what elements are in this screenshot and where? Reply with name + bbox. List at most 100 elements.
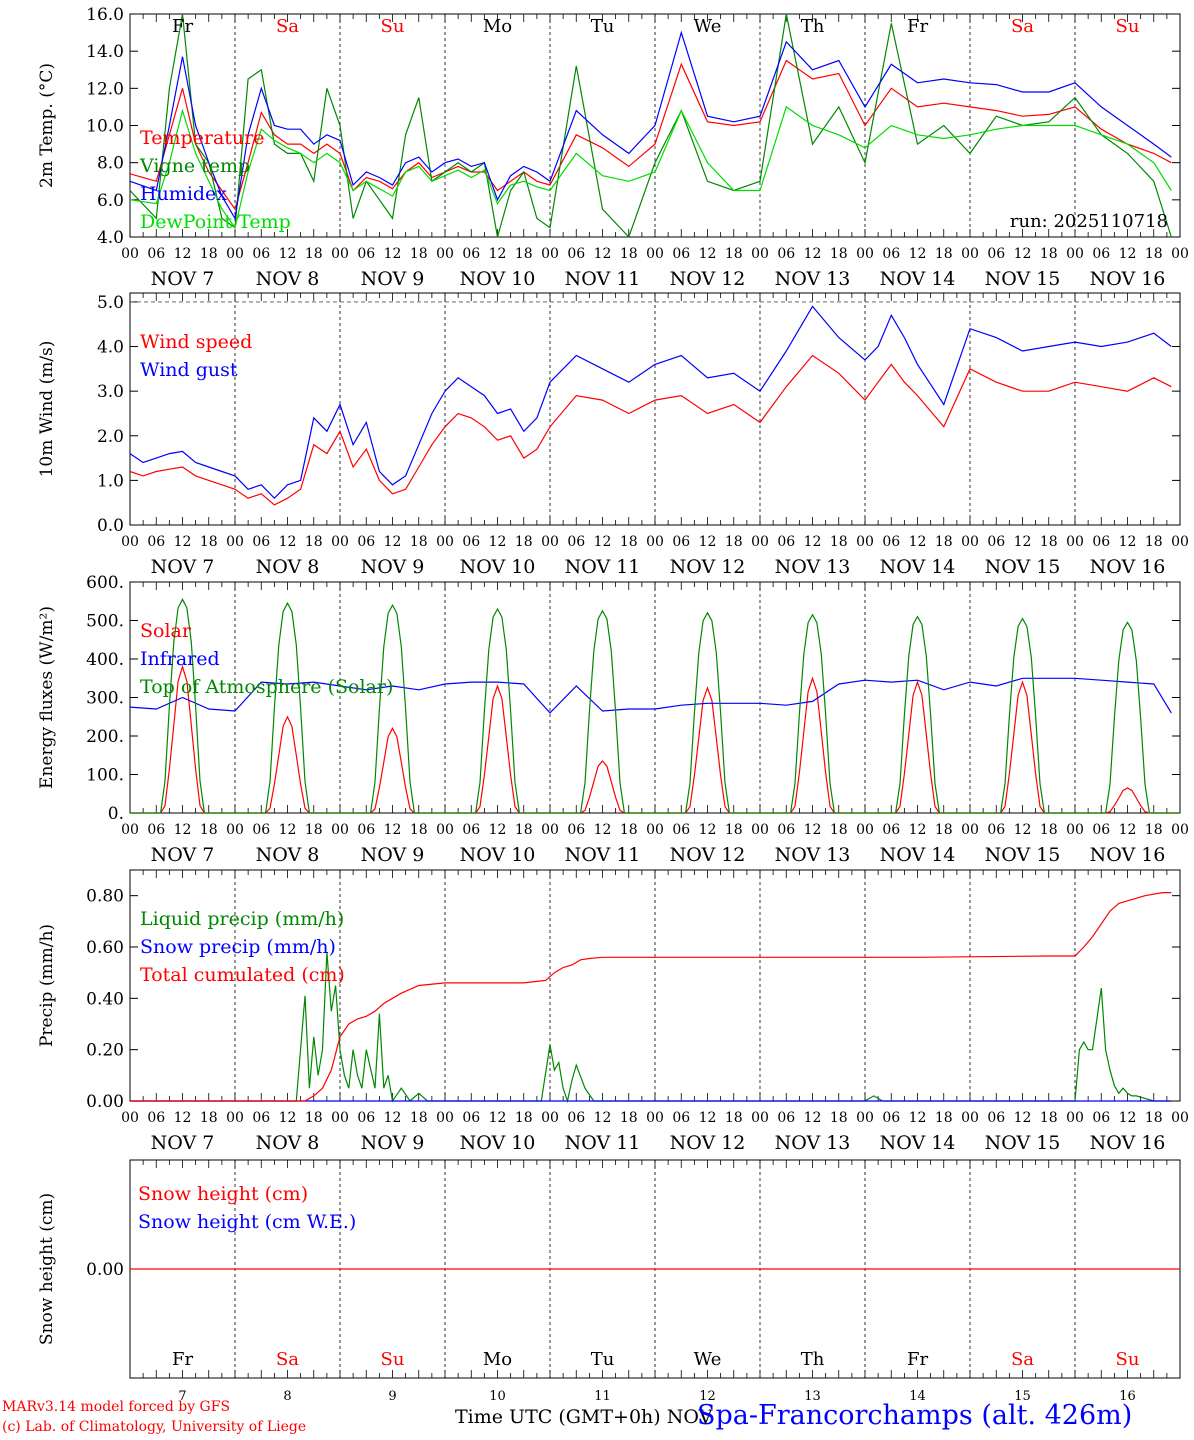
weekday-label: Fr — [907, 16, 928, 37]
series-line-top-of-atmosphere-solar- — [130, 597, 1180, 814]
date-label: NOV 11 — [565, 1132, 641, 1154]
hour-tick-label: 06 — [252, 1110, 270, 1126]
hour-tick-label: 18 — [725, 534, 743, 550]
hour-tick-label: 00 — [121, 1110, 139, 1126]
credit-model: MARv3.14 model forced by GFS — [2, 1399, 231, 1415]
hour-tick-label: 18 — [935, 534, 953, 550]
hour-tick-label: 12 — [384, 246, 402, 262]
hour-tick-label: 12 — [384, 1110, 402, 1126]
hour-tick-label: 12 — [174, 534, 192, 550]
hour-tick-label: 18 — [620, 822, 638, 838]
day-number-label: 7 — [178, 1389, 186, 1404]
hour-tick-label: 06 — [567, 1110, 585, 1126]
hour-tick-label: 00 — [1066, 534, 1084, 550]
hour-tick-label: 00 — [331, 1110, 349, 1126]
series-line-dewpoint-temp — [129, 105, 1172, 230]
hour-tick-label: 06 — [882, 1110, 900, 1126]
date-label: NOV 14 — [880, 556, 956, 578]
hour-tick-label: 06 — [882, 822, 900, 838]
day-number-label: 16 — [1119, 1389, 1136, 1404]
date-label: NOV 9 — [361, 844, 425, 866]
y-tick-label: 200. — [86, 727, 124, 747]
hour-tick-label: 18 — [305, 822, 323, 838]
hour-tick-label: 00 — [226, 822, 244, 838]
hour-tick-label: 06 — [462, 822, 480, 838]
y-tick-label: 0. — [108, 804, 124, 824]
hour-tick-label: 00 — [1066, 246, 1084, 262]
legend-entry: Infrared — [140, 648, 220, 670]
hour-tick-label: 00 — [436, 246, 454, 262]
hour-tick-label: 18 — [935, 1110, 953, 1126]
hour-tick-label: 12 — [1119, 822, 1137, 838]
hour-tick-label: 12 — [594, 822, 612, 838]
hour-tick-label: 00 — [331, 822, 349, 838]
hour-tick-label: 18 — [1040, 822, 1058, 838]
hour-tick-label: 06 — [777, 246, 795, 262]
weekday-label: Su — [1116, 1349, 1140, 1370]
series-line-humidex — [129, 30, 1172, 221]
date-label: NOV 11 — [565, 556, 641, 578]
day-number-label: 15 — [1014, 1389, 1031, 1404]
date-label: NOV 12 — [670, 1132, 746, 1154]
weekday-label: Sa — [276, 16, 299, 37]
hour-tick-label: 06 — [1092, 822, 1110, 838]
date-label: NOV 7 — [151, 556, 215, 578]
hour-tick-label: 18 — [305, 1110, 323, 1126]
date-label: NOV 15 — [985, 268, 1061, 290]
hour-tick-label: 00 — [226, 246, 244, 262]
run-label: run: 2025110718 — [1010, 211, 1168, 232]
date-label: NOV 15 — [985, 556, 1061, 578]
date-label: NOV 10 — [460, 844, 536, 866]
hour-tick-label: 00 — [1171, 534, 1189, 550]
date-label: NOV 15 — [985, 1132, 1061, 1154]
hour-tick-label: 00 — [121, 246, 139, 262]
hour-tick-label: 12 — [174, 822, 192, 838]
series-line-liquid-precip-mm-h- — [130, 952, 1172, 1104]
series-line-total-cumulated-cm- — [130, 892, 1172, 1102]
hour-tick-label: 06 — [147, 246, 165, 262]
hour-tick-label: 18 — [725, 822, 743, 838]
y-tick-label: 0.00 — [86, 1092, 124, 1112]
y-tick-label: 0.60 — [86, 938, 124, 958]
legend-entry: Top of Atmosphere (Solar) — [140, 676, 393, 698]
hour-tick-label: 00 — [856, 534, 874, 550]
hour-tick-label: 00 — [541, 822, 559, 838]
hour-tick-label: 18 — [200, 1110, 218, 1126]
hour-tick-label: 12 — [279, 1110, 297, 1126]
hour-tick-label: 12 — [909, 246, 927, 262]
hour-tick-label: 06 — [357, 822, 375, 838]
weekday-label: Su — [1116, 16, 1140, 37]
date-label: NOV 12 — [670, 556, 746, 578]
hour-tick-label: 00 — [856, 246, 874, 262]
hour-tick-label: 00 — [541, 246, 559, 262]
date-label: NOV 7 — [151, 844, 215, 866]
hour-tick-label: 06 — [1092, 1110, 1110, 1126]
hour-tick-label: 12 — [279, 246, 297, 262]
weekday-label: Th — [801, 1349, 825, 1370]
y-axis-label: Energy fluxes (W/m²) — [37, 606, 57, 789]
date-label: NOV 10 — [460, 556, 536, 578]
weekday-label: Mo — [483, 1349, 512, 1370]
hour-tick-label: 12 — [489, 534, 507, 550]
legend-entry: Temperature — [140, 127, 264, 149]
y-tick-label: 0.40 — [86, 989, 124, 1009]
hour-tick-label: 18 — [200, 534, 218, 550]
panel-4 — [129, 869, 1181, 1104]
station-label: Spa-Francorchamps (alt. 426m) — [697, 1400, 1133, 1431]
hour-tick-label: 12 — [384, 534, 402, 550]
hour-tick-label: 00 — [646, 246, 664, 262]
credit-lab: (c) Lab. of Climatology, University of L… — [2, 1419, 307, 1435]
y-tick-label: 0.80 — [86, 887, 124, 907]
date-label: NOV 9 — [361, 1132, 425, 1154]
y-tick-label: 300. — [86, 689, 124, 709]
hour-tick-label: 06 — [147, 1110, 165, 1126]
hour-tick-label: 18 — [200, 246, 218, 262]
hour-tick-label: 18 — [410, 1110, 428, 1126]
hour-tick-label: 06 — [987, 534, 1005, 550]
hour-tick-label: 06 — [252, 534, 270, 550]
hour-tick-label: 18 — [1040, 246, 1058, 262]
weekday-label: Th — [801, 16, 825, 37]
hour-tick-label: 12 — [1014, 1110, 1032, 1126]
hour-tick-label: 18 — [1145, 246, 1163, 262]
